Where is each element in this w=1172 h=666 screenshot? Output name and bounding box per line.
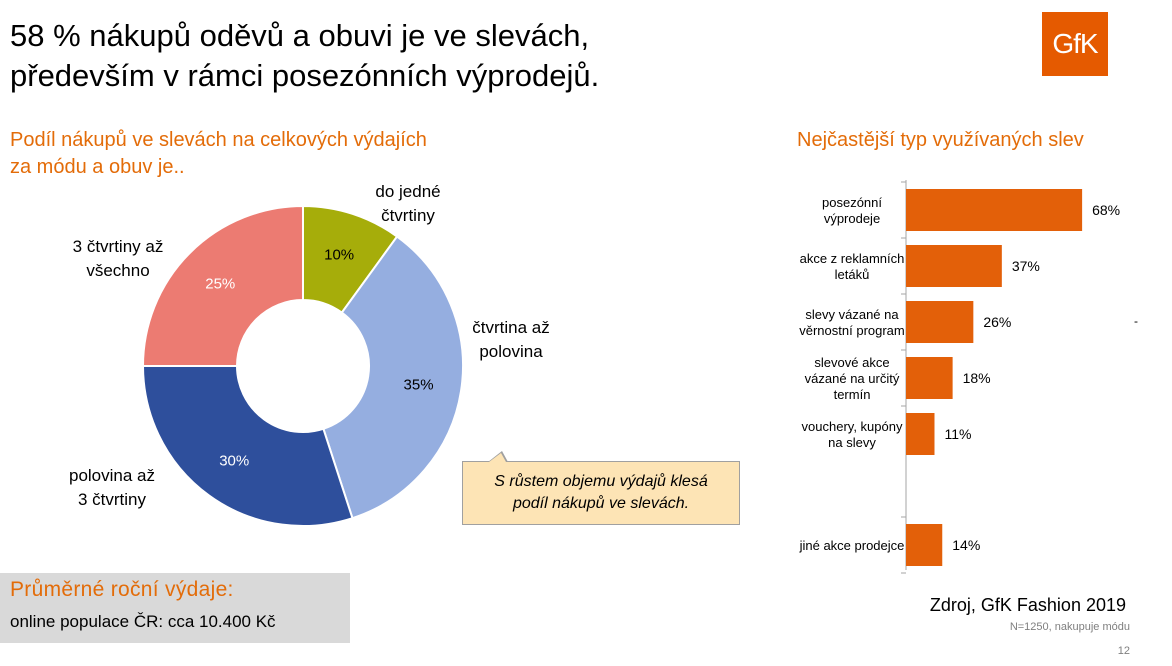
average-spending-box <box>0 573 350 643</box>
average-spending-text: online populace ČR: cca 10.400 Kč <box>10 612 276 631</box>
bar-0 <box>906 189 1083 231</box>
donut-slice-3 <box>141 204 304 367</box>
bar-category-label-3-line-0: slevové akce <box>814 355 889 370</box>
donut-category-label-1-line-1: čtvrtina až <box>472 318 550 337</box>
average-spending-title: Průměrné roční výdaje: <box>10 578 234 601</box>
page-title: 58 % nákupů oděvů a obuvi je ve slevách,… <box>10 16 599 96</box>
bar-category-label-1-line-0: akce z reklamních <box>800 251 905 266</box>
bar-chart-subtitle: Nejčastější typ využívaných slev <box>797 129 1084 151</box>
bar-value-label-5: 14% <box>952 537 980 553</box>
sample-note: N=1250, nakupuje módu <box>1009 621 1130 633</box>
bar-category-label-5-line-0: jiné akce prodejce <box>799 538 905 553</box>
donut-category-label-2: polovina až 3 čtvrtiny <box>57 464 167 512</box>
donut-category-label-3: 3 čtvrtiny až všechno <box>58 235 178 283</box>
bar-category-label-2-line-1: věrnostní program <box>799 323 905 338</box>
donut-subtitle: Podíl nákupů ve slevách na celkových výd… <box>10 127 427 181</box>
bar-category-label-4-line-1: na slevy <box>828 435 876 450</box>
bar-1 <box>906 245 1002 287</box>
bar-chart-bars <box>906 189 1083 566</box>
stray-dash: - <box>1134 314 1138 328</box>
donut-category-label-0-line-1: do jedné <box>375 182 441 201</box>
bar-category-label-0-line-0: posezónní <box>822 195 882 210</box>
donut-category-label-1-line-2: polovina <box>479 342 543 361</box>
bar-chart-values: 68% 37% 26% 18% 11% 14% <box>944 202 1120 553</box>
bar-value-label-0: 68% <box>1092 202 1120 218</box>
donut-category-label-3-line-1: 3 čtvrtiny až <box>72 237 164 256</box>
bar-category-label-2-line-0: slevy vázané na <box>805 307 899 322</box>
bar-category-label-0-line-1: výprodeje <box>824 211 880 226</box>
donut-category-label-2-line-1: polovina až <box>68 466 155 485</box>
title-line-2: především v rámci posezónních výprodejů. <box>10 58 600 93</box>
donut-slices <box>141 204 464 527</box>
bar-category-label-3-line-1: vázané na určitý <box>805 371 900 386</box>
bar-category-label-1-line-1: letáků <box>835 267 870 282</box>
donut-category-label-2-line-2: 3 čtvrtiny <box>77 490 147 509</box>
donut-category-label-0: do jedné čtvrtiny <box>358 180 458 228</box>
bar-chart-ticks <box>901 181 906 574</box>
bar-value-label-4: 11% <box>944 426 971 442</box>
bar-3 <box>906 357 953 399</box>
callout-box: S růstem objemu výdajů klesá podíl nákup… <box>462 461 740 525</box>
bar-2 <box>906 301 974 343</box>
gfk-logo: GfK <box>1042 12 1108 76</box>
callout-line-2: podíl nákupů ve slevách. <box>512 495 690 512</box>
callout-pointer-fill <box>489 453 506 462</box>
callout-line-1: S růstem objemu výdajů klesá <box>494 473 708 490</box>
donut-slice-2 <box>141 365 354 527</box>
donut-category-label-3-line-2: všechno <box>86 261 150 280</box>
donut-data-label-2: 30% <box>219 453 249 470</box>
donut-data-label-0: 10% <box>324 247 354 264</box>
bar-4 <box>906 413 935 455</box>
donut-subtitle-line-2: za módu a obuv je.. <box>10 156 185 178</box>
donut-subtitle-line-1: Podíl nákupů ve slevách na celkových výd… <box>10 129 427 151</box>
donut-data-labels: 10% 35% 30% 25% <box>205 247 433 470</box>
donut-slice-1 <box>322 235 464 520</box>
bar-5 <box>906 524 943 566</box>
bar-category-label-3-line-2: termín <box>834 387 871 402</box>
donut-data-label-3: 25% <box>205 275 235 292</box>
donut-category-label-1: čtvrtina až polovina <box>456 316 566 364</box>
donut-data-label-1: 35% <box>404 376 434 393</box>
donut-category-label-0-line-2: čtvrtiny <box>381 206 435 225</box>
bar-value-label-1: 37% <box>1012 258 1040 274</box>
source-note: Zdroj, GfK Fashion 2019 <box>929 595 1126 615</box>
title-line-1: 58 % nákupů oděvů a obuvi je ve slevách, <box>10 18 590 53</box>
bar-value-label-2: 26% <box>983 314 1011 330</box>
bar-category-label-4-line-0: vouchery, kupóny <box>802 419 903 434</box>
page-number: 12 <box>1117 645 1130 657</box>
bar-value-label-3: 18% <box>963 370 991 386</box>
